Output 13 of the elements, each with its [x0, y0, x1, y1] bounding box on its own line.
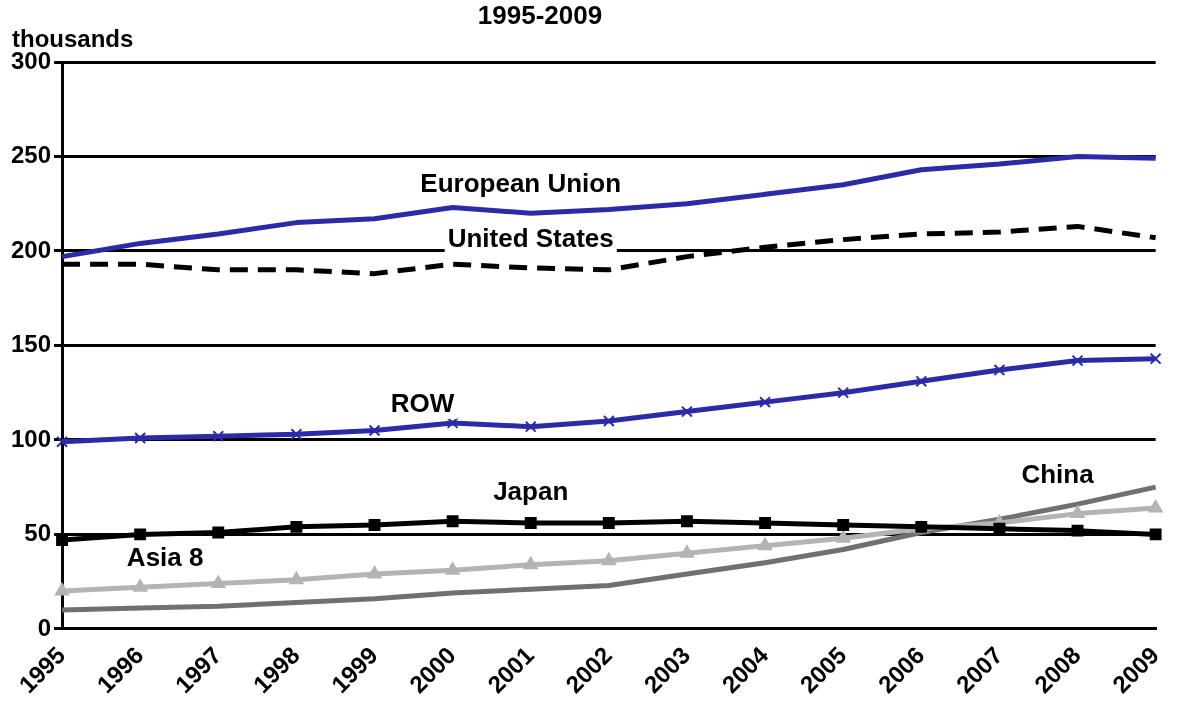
- series-label: ROW: [390, 388, 455, 419]
- series-label: United States: [447, 223, 614, 254]
- series-label: Japan: [493, 476, 569, 507]
- y-tick-label: 200: [11, 235, 52, 263]
- y-tick-label: 100: [11, 424, 52, 452]
- chart-title: 1995-2009: [477, 0, 603, 31]
- y-tick-label: 0: [37, 613, 52, 641]
- series-label: European Union: [420, 168, 622, 199]
- y-tick-label: 250: [11, 141, 52, 169]
- series-label: Asia 8: [126, 542, 204, 573]
- series-label: China: [1021, 459, 1095, 490]
- y-tick-label: 50: [24, 519, 52, 547]
- y-tick-label: 150: [11, 330, 52, 358]
